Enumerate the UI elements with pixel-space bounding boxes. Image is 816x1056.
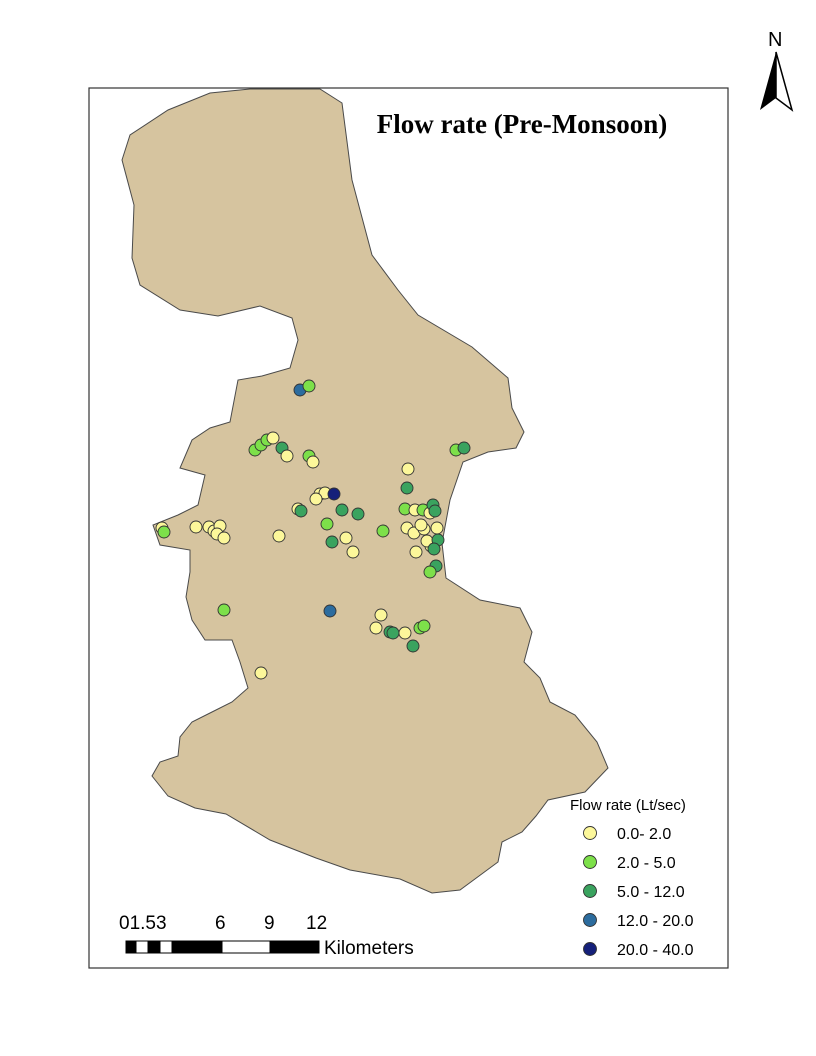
legend-swatch-2	[583, 884, 597, 898]
sample-point	[400, 481, 414, 495]
scale-segment-3	[159, 940, 173, 954]
legend-title: Flow rate (Lt/sec)	[570, 797, 686, 814]
scale-tick-label-2: 9	[264, 913, 275, 934]
scale-tick-label-0: 01.53	[119, 913, 167, 934]
sample-point	[280, 449, 294, 463]
scale-tick-label-3: 12	[306, 913, 327, 934]
sample-point	[217, 531, 231, 545]
basin-area	[121, 88, 609, 894]
sample-point	[320, 517, 334, 531]
sample-point	[423, 565, 437, 579]
sample-point	[294, 504, 308, 518]
scale-segment-6	[269, 940, 320, 954]
legend-label-2: 5.0 - 12.0	[617, 884, 685, 901]
legend-label-3: 12.0 - 20.0	[617, 913, 694, 930]
sample-point	[376, 524, 390, 538]
sample-point	[327, 487, 341, 501]
scale-segment-4	[171, 940, 223, 954]
scale-segment-2	[147, 940, 161, 954]
sample-point	[414, 518, 428, 532]
legend-swatch-3	[583, 913, 597, 927]
sample-point	[428, 504, 442, 518]
sample-point	[346, 545, 360, 559]
scale-unit: Kilometers	[324, 938, 414, 959]
sample-point	[309, 492, 323, 506]
sample-point	[272, 529, 286, 543]
sample-point	[417, 619, 431, 633]
sample-point	[306, 455, 320, 469]
sample-point	[323, 604, 337, 618]
flow-rate-points	[155, 379, 471, 680]
sample-point	[374, 608, 388, 622]
north-arrow-left-half	[760, 52, 776, 110]
legend-label-1: 2.0 - 5.0	[617, 855, 676, 872]
north-arrow-right-half	[775, 51, 794, 112]
sample-point	[430, 521, 444, 535]
sample-point	[266, 431, 280, 445]
sample-point	[325, 535, 339, 549]
sample-point	[369, 621, 383, 635]
legend-label-0: 0.0- 2.0	[617, 826, 671, 843]
sample-point	[339, 531, 353, 545]
sample-point	[401, 462, 415, 476]
sample-point	[457, 441, 471, 455]
scale-tick-label-1: 6	[215, 913, 226, 934]
legend-label-4: 20.0 - 40.0	[617, 942, 694, 959]
sample-point	[427, 542, 441, 556]
sample-point	[386, 626, 400, 640]
sample-point	[409, 545, 423, 559]
sample-point	[351, 507, 365, 521]
legend-swatch-4	[583, 942, 597, 956]
legend-swatch-0	[583, 826, 597, 840]
north-label: N	[768, 29, 782, 51]
legend: Flow rate (Lt/sec) 0.0- 2.0 2.0 - 5.0 5.0 …	[570, 797, 694, 959]
scale-segment-5	[221, 940, 271, 954]
sample-point	[398, 626, 412, 640]
sample-point	[189, 520, 203, 534]
sample-point	[254, 666, 268, 680]
map-title: Flow rate (Pre-Monsoon)	[377, 109, 667, 139]
scale-bar: 01.53 6 9 12 Kilometers	[119, 913, 414, 959]
sample-point	[406, 639, 420, 653]
sample-point	[335, 503, 349, 517]
scale-segment-0	[125, 940, 137, 954]
north-arrow: N	[760, 29, 794, 112]
scale-segment-1	[135, 940, 149, 954]
sample-point	[302, 379, 316, 393]
legend-swatch-1	[583, 855, 597, 869]
sample-point	[217, 603, 231, 617]
sample-point	[157, 525, 171, 539]
